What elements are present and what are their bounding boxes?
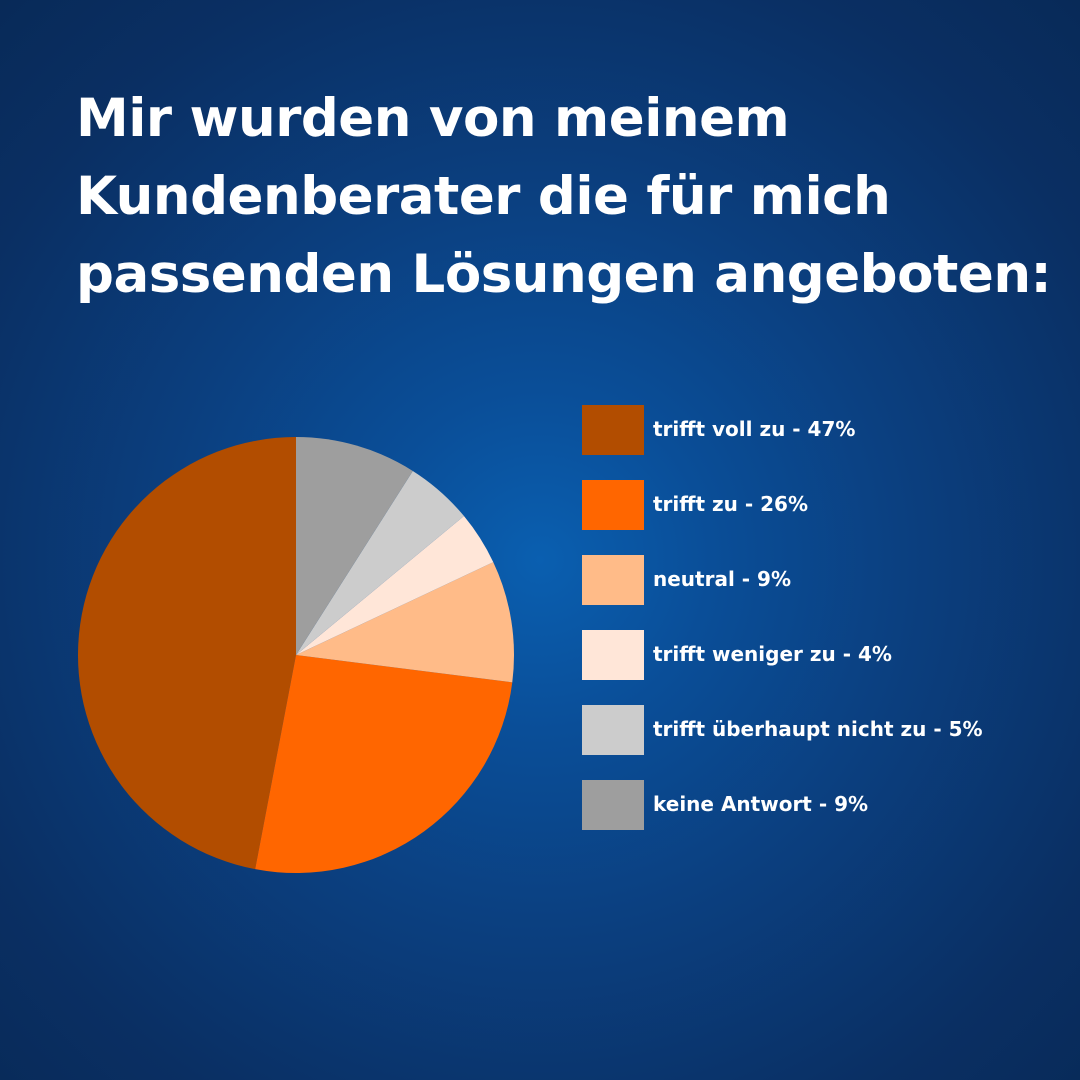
legend-label-trifft-ueberhaupt-nicht-zu: trifft überhaupt nicht zu - 5% — [653, 717, 983, 741]
legend-label-keine-antwort: keine Antwort - 9% — [653, 792, 869, 816]
pie-slice-trifft-voll-zu — [77, 437, 296, 870]
legend-label-trifft-zu: trifft zu - 26% — [653, 492, 808, 516]
pie-slice-keine-antwort — [296, 437, 413, 655]
legend-swatch-keine-antwort — [582, 780, 644, 830]
legend-swatch-neutral — [582, 555, 644, 605]
pie-slice-trifft-weniger-zu — [296, 516, 494, 655]
legend-swatch-trifft-weniger-zu — [582, 630, 644, 680]
pie-slice-neutral — [296, 562, 514, 683]
legend-swatch-trifft-voll-zu — [582, 405, 644, 455]
legend-swatch-trifft-ueberhaupt-nicht-zu — [582, 705, 644, 755]
legend-label-neutral: neutral - 9% — [653, 567, 791, 591]
pie-slice-trifft-zu — [255, 655, 513, 874]
pie-slice-trifft-ueberhaupt-nicht-zu — [296, 470, 464, 655]
legend-label-trifft-weniger-zu: trifft weniger zu - 4% — [653, 642, 892, 666]
chart-title-line-2: Kundenberater die für mich — [76, 166, 891, 227]
legend-swatch-trifft-zu — [582, 480, 644, 530]
chart-title-line-3: passenden Lösungen angeboten: — [76, 244, 1052, 305]
chart-title: Mir wurden von meinem Kundenberater die … — [76, 80, 1056, 314]
chart-title-line-1: Mir wurden von meinem — [76, 88, 790, 149]
legend-label-trifft-voll-zu: trifft voll zu - 47% — [653, 417, 856, 441]
